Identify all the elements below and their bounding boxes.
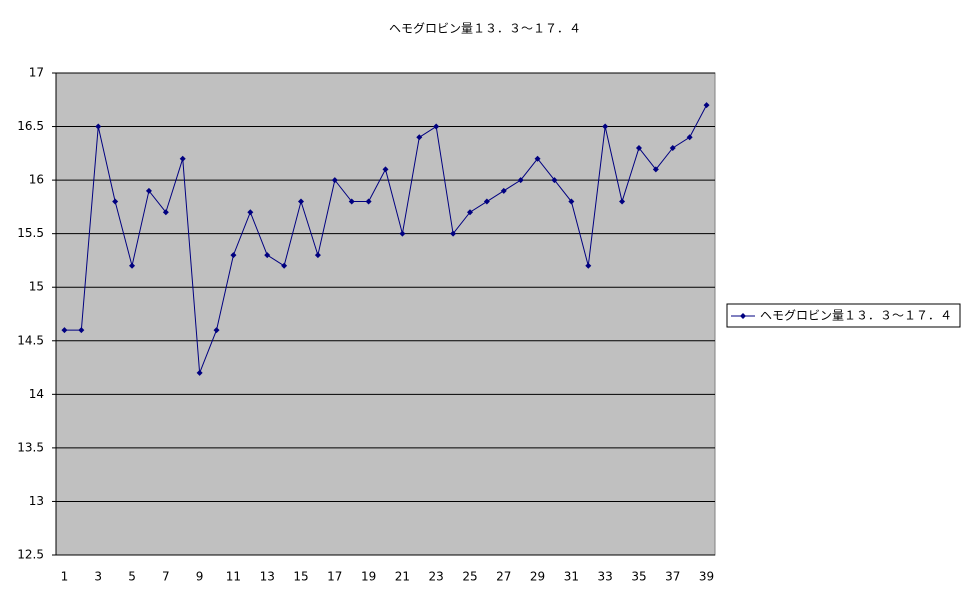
- x-tick-label: 27: [496, 570, 511, 584]
- data-point: [450, 230, 457, 237]
- data-point: [281, 262, 288, 269]
- data-point: [61, 327, 68, 334]
- x-tick-label: 39: [699, 570, 714, 584]
- x-tick-label: 3: [94, 570, 102, 584]
- data-point: [433, 123, 440, 130]
- data-point: [179, 155, 186, 162]
- data-point: [399, 230, 406, 237]
- x-tick-label: 5: [128, 570, 136, 584]
- data-point: [551, 177, 558, 184]
- x-tick-label: 21: [395, 570, 410, 584]
- data-point: [466, 209, 473, 216]
- x-tick-label: 19: [361, 570, 376, 584]
- x-tick-label: 13: [260, 570, 275, 584]
- y-tick-label: 13: [29, 494, 44, 508]
- legend-box: [726, 303, 961, 328]
- data-point: [669, 144, 676, 151]
- data-point: [365, 198, 372, 205]
- y-tick-label: 13.5: [17, 440, 44, 454]
- data-point: [534, 155, 541, 162]
- legend-marker: [740, 313, 746, 319]
- data-point: [703, 102, 710, 109]
- plot-area: [55, 72, 716, 556]
- data-point: [602, 123, 609, 130]
- data-point: [298, 198, 305, 205]
- y-tick-label: 16: [29, 173, 44, 187]
- x-tick-label: 31: [564, 570, 579, 584]
- data-point: [78, 327, 85, 334]
- y-tick-label: 17: [29, 66, 44, 80]
- data-point: [162, 209, 169, 216]
- legend-label: ヘモグロビン量１３．３～１７．４: [760, 309, 952, 323]
- data-point: [230, 252, 237, 259]
- x-tick-label: 11: [226, 570, 241, 584]
- data-point: [348, 198, 355, 205]
- data-point: [247, 209, 254, 216]
- data-point: [652, 166, 659, 173]
- x-tick-label: 37: [665, 570, 680, 584]
- x-tick-label: 15: [293, 570, 308, 584]
- data-point: [585, 262, 592, 269]
- y-tick-label: 14: [29, 387, 44, 401]
- x-tick-label: 33: [598, 570, 613, 584]
- chart-title: ヘモグロビン量１３．３～１７．４: [389, 22, 581, 36]
- y-tick-label: 12.5: [17, 548, 44, 562]
- y-tick-label: 15: [29, 280, 44, 294]
- data-point: [416, 134, 423, 141]
- data-point: [129, 262, 136, 269]
- x-tick-label: 7: [162, 570, 170, 584]
- data-point: [382, 166, 389, 173]
- data-point: [686, 134, 693, 141]
- y-tick-label: 14.5: [17, 333, 44, 347]
- data-point: [145, 187, 152, 194]
- data-point: [112, 198, 119, 205]
- x-tick-label: 35: [631, 570, 646, 584]
- y-tick-label: 15.5: [17, 226, 44, 240]
- data-point: [196, 369, 203, 376]
- x-tick-label: 1: [61, 570, 69, 584]
- data-point: [635, 144, 642, 151]
- data-point: [213, 327, 220, 334]
- data-point: [314, 252, 321, 259]
- x-tick-label: 23: [429, 570, 444, 584]
- x-tick-label: 25: [462, 570, 477, 584]
- data-point: [95, 123, 102, 130]
- data-point: [483, 198, 490, 205]
- data-point: [331, 177, 338, 184]
- data-point: [264, 252, 271, 259]
- data-point: [568, 198, 575, 205]
- x-tick-label: 9: [196, 570, 204, 584]
- x-tick-label: 29: [530, 570, 545, 584]
- data-point: [517, 177, 524, 184]
- x-tick-label: 17: [327, 570, 342, 584]
- data-point: [500, 187, 507, 194]
- y-tick-label: 16.5: [17, 119, 44, 133]
- data-point: [619, 198, 626, 205]
